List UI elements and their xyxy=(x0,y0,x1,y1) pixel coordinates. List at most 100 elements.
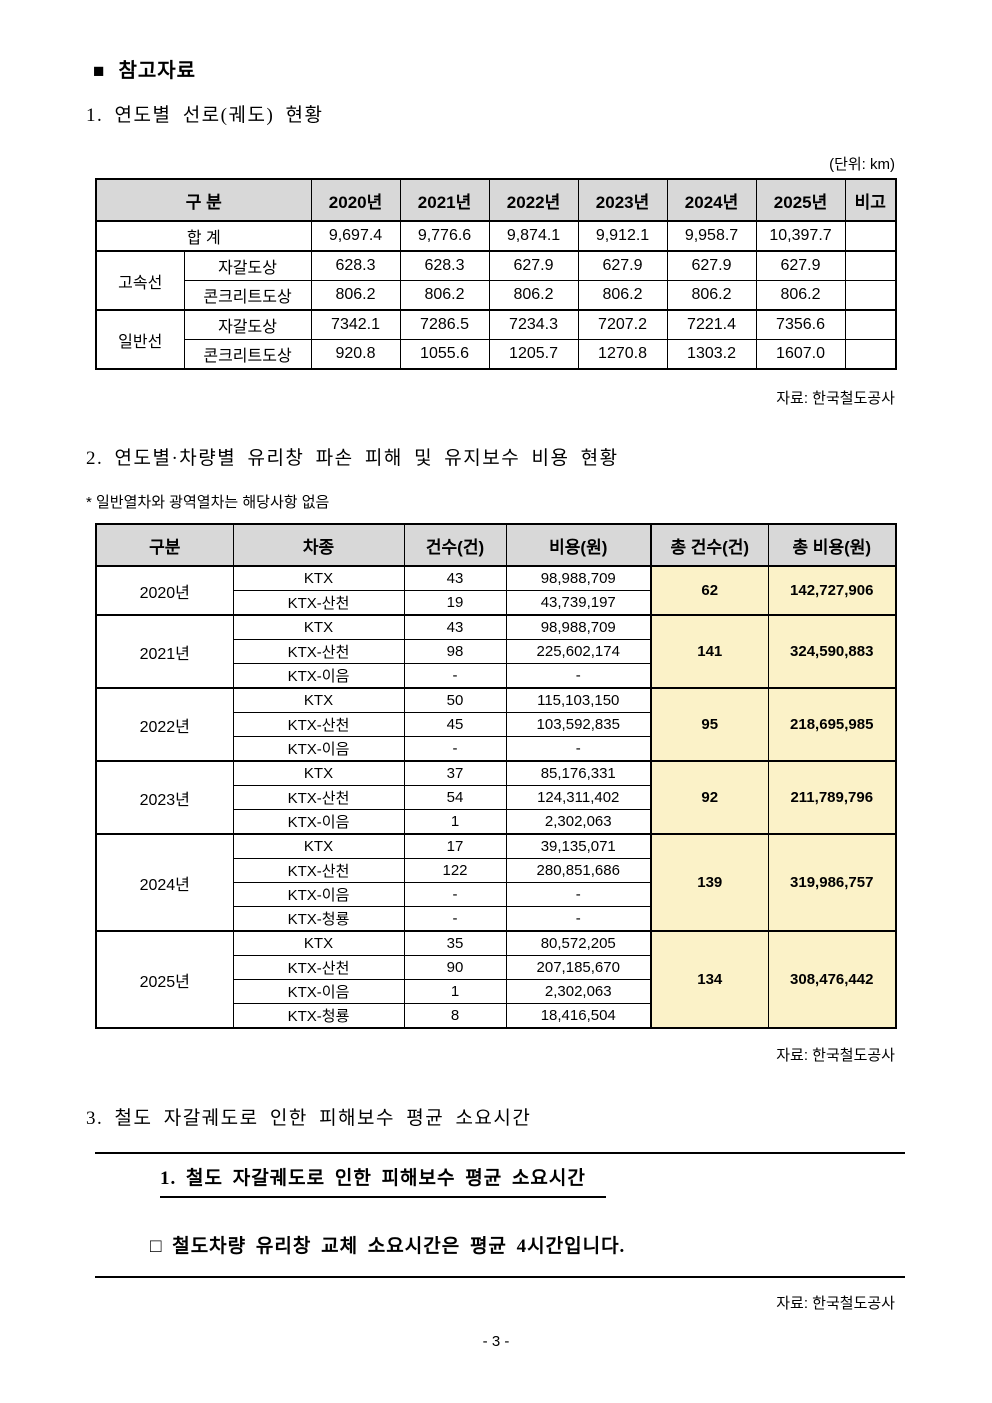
t1-remark-cell xyxy=(844,339,897,370)
table-row: KTX-산천 45 103,592,835 xyxy=(96,712,896,737)
document-title-text: 참고자료 xyxy=(118,60,197,82)
t2-type-cell: KTX-산천 xyxy=(232,955,405,980)
t1-value-cell: 1270.8 xyxy=(577,339,668,370)
t1-value-cell: 9,912.1 xyxy=(577,220,668,252)
t1-header-gubun: 구 분 xyxy=(95,178,312,222)
table-row: KTX-산천 90 207,185,670 xyxy=(96,955,896,980)
t2-type-cell: KTX-산천 xyxy=(232,785,405,810)
t1-row-label: 콘크리트도상 xyxy=(183,280,312,311)
table-row: 2020년 KTX 43 98,988,709 62 142,727,906 xyxy=(95,565,897,616)
t2-type-cell: KTX xyxy=(232,565,405,591)
t2-total-cost-cell: 324,590,883 xyxy=(767,614,897,689)
damage-table-head: 구분 차종 건수(건) 비용(원) 총 건수(건) 총 비용(원) xyxy=(95,523,897,567)
t1-row-label: 콘크리트도상 xyxy=(183,339,312,370)
t2-cost-cell: 39,135,071 xyxy=(505,833,652,859)
t1-value-cell: 1055.6 xyxy=(399,339,490,370)
t1-header-year: 2025년 xyxy=(755,178,846,222)
t2-count-cell: 98 xyxy=(403,639,507,664)
t2-cost-cell: 43,739,197 xyxy=(505,590,652,616)
t2-year-cell: 2024년 xyxy=(95,833,234,932)
table-row: 2022년 KTX 50 115,103,150 95 218,695,985 xyxy=(95,687,897,762)
t2-type-cell: KTX-이음 xyxy=(232,809,405,835)
t2-cost-cell: - xyxy=(505,736,652,762)
t2-year-cell: 2020년 xyxy=(95,565,234,616)
t2-count-cell: 54 xyxy=(403,785,507,810)
t2-count-cell: 17 xyxy=(403,833,507,859)
t2-cost-cell: 98,988,709 xyxy=(505,614,652,640)
t2-cost-cell: - xyxy=(505,882,652,907)
source-label-1: 자료: 한국철도공사 xyxy=(776,390,895,407)
t2-type-cell: KTX xyxy=(232,687,405,713)
t1-value-cell: 806.2 xyxy=(399,280,490,311)
t1-value-cell: 627.9 xyxy=(666,250,757,281)
t2-header-cell: 구분 xyxy=(95,523,234,567)
t2-header-cell: 비용(원) xyxy=(505,523,652,567)
t2-count-cell: 8 xyxy=(403,1003,507,1029)
t2-total-cost-cell: 308,476,442 xyxy=(767,930,897,1029)
section2-heading: 2. 연도별·차량별 유리창 파손 피해 및 유지보수 비용 현황 xyxy=(86,448,619,469)
t1-group-label: 일반선 xyxy=(95,309,185,370)
t1-value-cell: 627.9 xyxy=(755,250,846,281)
t2-type-cell: KTX-이음 xyxy=(232,979,405,1004)
table-row: 합 계 9,697.4 9,776.6 9,874.1 9,912.1 9,958.7 10… xyxy=(95,220,897,252)
t1-value-cell: 1607.0 xyxy=(755,339,846,370)
table-row: 2024년 KTX 17 39,135,071 139 319,986,757 xyxy=(95,833,897,932)
document-title: ■ 참고자료 xyxy=(93,54,196,83)
unit-label: (단위: km) xyxy=(829,156,895,173)
t2-count-cell: - xyxy=(403,906,507,932)
t1-header-year: 2021년 xyxy=(399,178,490,222)
t1-value-cell: 7234.3 xyxy=(488,309,579,340)
table-row: KTX-이음 1 2,302,063 xyxy=(96,979,896,1004)
t2-total-cost-cell: 218,695,985 xyxy=(767,687,897,762)
t2-count-cell: 35 xyxy=(403,930,507,956)
t2-total-count-cell: 62 xyxy=(650,565,769,616)
t2-total-count-cell: 95 xyxy=(650,687,769,762)
table-row: KTX-청룡 8 18,416,504 xyxy=(96,1003,896,1029)
t2-cost-cell: - xyxy=(505,906,652,932)
t2-total-count-cell: 134 xyxy=(650,930,769,1029)
section2-note: * 일반열차와 광역열차는 해당사항 없음 xyxy=(86,494,330,511)
t2-total-cost-cell: 142,727,906 xyxy=(767,565,897,616)
t1-group-label: 고속선 xyxy=(95,250,185,311)
t1-value-cell: 7207.2 xyxy=(577,309,668,340)
t1-value-cell: 806.2 xyxy=(488,280,579,311)
t1-value-cell: 7286.5 xyxy=(399,309,490,340)
t2-type-cell: KTX-산천 xyxy=(232,590,405,616)
t2-count-cell: 1 xyxy=(403,809,507,835)
t2-cost-cell: 18,416,504 xyxy=(505,1003,652,1029)
table-row: 콘크리트도상 806.2 806.2 806.2 806.2 806.2 806.2 xyxy=(96,280,897,311)
table-row: 2021년 KTX 43 98,988,709 141 324,590,883 xyxy=(95,614,897,689)
t2-total-count-cell: 141 xyxy=(650,614,769,689)
t2-cost-cell: 207,185,670 xyxy=(505,955,652,980)
t2-year-cell: 2022년 xyxy=(95,687,234,762)
t1-value-cell: 9,697.4 xyxy=(310,220,401,252)
t2-cost-cell: 103,592,835 xyxy=(505,712,652,737)
t2-cost-cell: 98,988,709 xyxy=(505,565,652,591)
t1-row-label: 자갈도상 xyxy=(183,250,312,281)
table-row: 일반선 자갈도상 7342.1 7286.5 7234.3 7207.2 7221.4 735… xyxy=(95,309,897,370)
t1-value-cell: 920.8 xyxy=(310,339,401,370)
t1-value-cell: 806.2 xyxy=(666,280,757,311)
t2-type-cell: KTX-청룡 xyxy=(232,1003,405,1029)
t2-type-cell: KTX xyxy=(232,760,405,786)
table-row: 콘크리트도상 920.8 1055.6 1205.7 1270.8 1303.2 1607.… xyxy=(96,339,897,370)
t2-count-cell: - xyxy=(403,663,507,689)
t1-value-cell: 806.2 xyxy=(310,280,401,311)
t1-value-cell: 806.2 xyxy=(577,280,668,311)
t2-type-cell: KTX-산천 xyxy=(232,639,405,664)
t2-total-cost-cell: 319,986,757 xyxy=(767,833,897,932)
horizontal-rule-bottom xyxy=(95,1276,905,1278)
t1-total-label: 합 계 xyxy=(95,220,312,252)
t2-count-cell: 1 xyxy=(403,979,507,1004)
t1-value-cell: 10,397.7 xyxy=(755,220,846,252)
t2-year-cell: 2021년 xyxy=(95,614,234,689)
t2-total-cost-cell: 211,789,796 xyxy=(767,760,897,835)
t1-value-cell: 806.2 xyxy=(755,280,846,311)
t1-remark-cell xyxy=(844,250,897,281)
table-row: KTX-이음 1 2,302,063 xyxy=(96,809,896,835)
table-row: 2025년 KTX 35 80,572,205 134 308,476,442 xyxy=(95,930,897,1029)
t1-remark-cell xyxy=(844,309,897,340)
t1-value-cell: 7356.6 xyxy=(755,309,846,340)
section3-heading: 3. 철도 자갈궤도로 인한 피해보수 평균 소요시간 xyxy=(86,1108,532,1129)
